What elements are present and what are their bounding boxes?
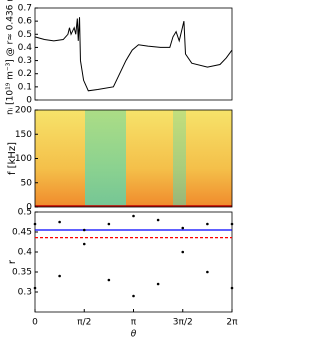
point — [156, 282, 160, 286]
x-axis-label: θ — [131, 330, 137, 339]
spectrogram-image — [35, 110, 232, 207]
point — [58, 220, 61, 224]
y-tick-label: 0.7 — [18, 4, 32, 14]
y-tick-label: 150 — [15, 130, 32, 140]
y-tick-label: 0 — [26, 96, 32, 106]
axes-frame — [34, 7, 233, 101]
point — [156, 218, 160, 222]
point — [82, 228, 86, 232]
x-tick-label: π — [131, 318, 137, 328]
y-tick-label: 0.1 — [18, 82, 32, 92]
point — [181, 226, 185, 230]
y-tick-label: 0.5 — [18, 30, 32, 40]
y-tick-label: 100 — [15, 154, 32, 164]
point — [230, 286, 234, 290]
y-axis-label: f [kHz] — [7, 142, 18, 175]
figure: 0 0.1 0.2 0.3 0.4 0.5 0.6 0.7nᵢ [10¹⁹ m⁻³] @ r≈… — [6, 0, 239, 339]
y-tick-label: 0.2 — [18, 69, 32, 79]
x-tick-label: π/2 — [77, 318, 91, 328]
y-tick-label: 0.45 — [12, 228, 32, 238]
y-tick-label: 200 — [15, 106, 32, 116]
x-tick-label: 2π — [226, 318, 238, 328]
line — [34, 17, 233, 92]
point — [230, 222, 234, 226]
y-tick-label: 0.4 — [18, 248, 33, 258]
point — [107, 222, 111, 226]
y-tick-label: 0.3 — [18, 288, 32, 298]
x-tick-label: 0 — [32, 318, 38, 328]
point — [181, 250, 185, 254]
point — [107, 278, 111, 282]
y-tick-label: 50 — [21, 178, 33, 188]
point — [206, 270, 209, 274]
point — [82, 242, 86, 246]
y-tick-label: 0.6 — [18, 17, 33, 27]
x-tick-label: 3π/2 — [173, 318, 193, 328]
point — [33, 222, 37, 226]
point — [33, 286, 37, 290]
y-tick-label: 0.5 — [18, 208, 32, 218]
y-axis-label: r — [7, 259, 18, 264]
point — [58, 274, 61, 278]
point — [132, 294, 135, 298]
point — [206, 222, 209, 226]
y-tick-label: 0.3 — [18, 56, 32, 66]
y-tick-label: 0.4 — [18, 43, 33, 53]
y-axis-label: nᵢ [10¹⁹ m⁻³] @ r≈ 0.436 m — [6, 0, 16, 115]
y-tick-label: 0 — [26, 203, 32, 213]
y-tick-label: 0.35 — [12, 268, 32, 278]
point — [132, 214, 135, 218]
